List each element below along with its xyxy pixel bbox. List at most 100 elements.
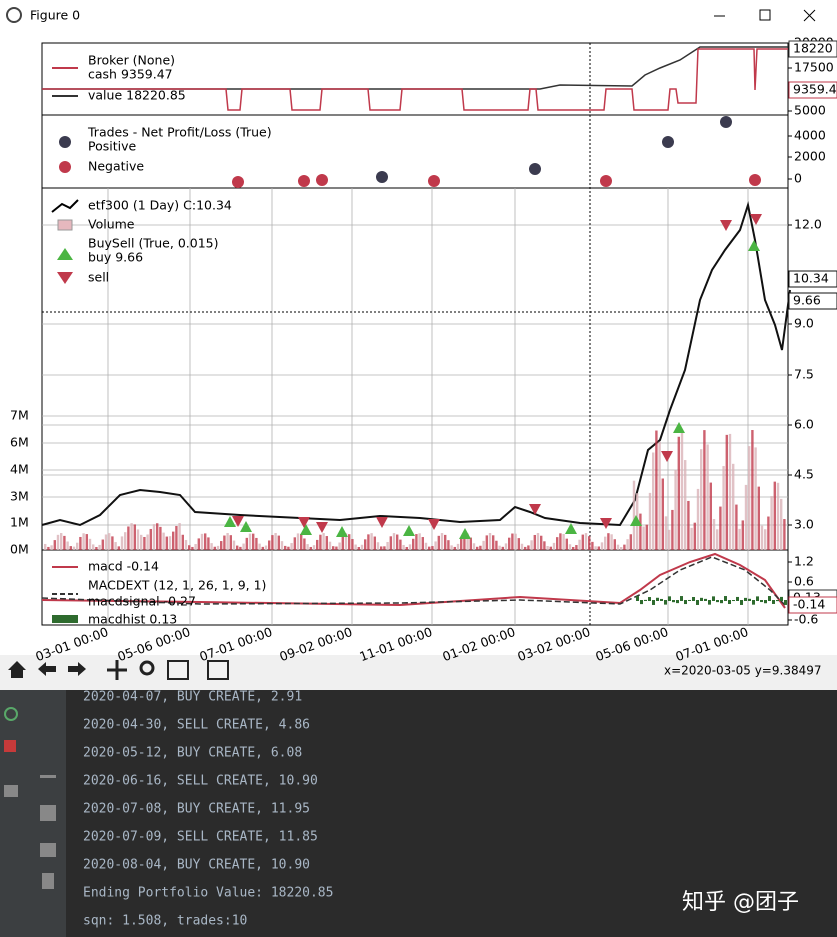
watermark: 知乎 @团子 xyxy=(682,890,799,915)
volume-bar xyxy=(303,538,306,550)
volume-bar xyxy=(159,526,162,550)
macd-hist xyxy=(760,600,763,603)
volume-bar xyxy=(770,496,773,550)
volume-bar xyxy=(386,541,389,550)
volume-bar xyxy=(383,546,386,550)
volume-bar xyxy=(194,544,197,550)
macd-hist xyxy=(676,600,679,604)
right-tick-label: 1.2 xyxy=(794,554,814,569)
volume-bar xyxy=(213,546,216,550)
volume-bar xyxy=(565,538,568,550)
volume-bar xyxy=(191,546,194,550)
legend-label: etf300 (1 Day) C:10.34 xyxy=(88,198,232,213)
volume-bar xyxy=(719,506,722,550)
volume-bar xyxy=(613,539,616,550)
console-line: 2020-07-08, BUY CREATE, 11.95 xyxy=(83,802,310,817)
volume-bar xyxy=(98,544,101,550)
macd-hist xyxy=(652,600,655,605)
value-flag-label: 10.34 xyxy=(793,271,829,286)
volume-bar xyxy=(117,546,120,550)
volume-tick-label: 1M xyxy=(10,515,29,530)
volume-bar xyxy=(757,486,760,550)
maximize[interactable] xyxy=(759,9,771,21)
volume-bar xyxy=(130,523,133,550)
volume-bar xyxy=(271,535,274,550)
volume-bar xyxy=(546,546,549,550)
volume-bar xyxy=(306,544,309,550)
legend-label: Broker (None) xyxy=(88,53,175,68)
sell-marker xyxy=(661,451,673,462)
volume-bar xyxy=(485,535,488,550)
volume-bar xyxy=(376,542,380,550)
volume-bar xyxy=(120,536,124,550)
right-tick-label: -0.6 xyxy=(794,612,818,627)
volume-bar xyxy=(370,533,373,550)
volume-bar xyxy=(258,543,261,550)
profit-dot xyxy=(529,163,541,175)
macd-hist xyxy=(752,600,755,605)
close[interactable] xyxy=(803,9,816,22)
trade-markers xyxy=(224,116,762,539)
volume-bar xyxy=(232,540,236,550)
volume-bar xyxy=(562,533,565,550)
volume-bar xyxy=(536,533,540,550)
right-tick-label: 4.5 xyxy=(794,467,814,482)
right-tick-label: 0 xyxy=(794,171,802,186)
macd-hist xyxy=(688,599,691,601)
volume-bar xyxy=(588,536,591,550)
volume-bar xyxy=(591,541,594,550)
volume-bar xyxy=(671,509,674,550)
volume-bar xyxy=(767,516,770,550)
volume-bar xyxy=(63,535,66,550)
sell-marker xyxy=(428,519,440,530)
volume-bar xyxy=(319,534,322,550)
volume-bar xyxy=(399,539,402,550)
volume-bar xyxy=(424,542,428,550)
volume-bar xyxy=(684,460,687,550)
volume-bar xyxy=(556,537,559,550)
volume-bar xyxy=(172,531,175,550)
macd-hist xyxy=(768,596,771,601)
volume-bar xyxy=(751,430,754,550)
volume-bar xyxy=(149,528,152,550)
legend-label: Volume xyxy=(88,217,135,232)
volume-bar xyxy=(274,533,277,550)
console-tools[interactable] xyxy=(4,707,56,889)
legend-label: value 18220.85 xyxy=(88,88,186,103)
profit-dot xyxy=(376,171,388,183)
volume-bar xyxy=(527,545,530,550)
volume-bar xyxy=(764,529,767,550)
legend-key xyxy=(57,272,73,284)
volume-bar xyxy=(229,535,232,550)
buy-marker xyxy=(403,525,415,536)
volume-bar xyxy=(223,535,226,550)
volume-bar xyxy=(703,430,706,550)
volume-bar xyxy=(392,533,396,550)
volume-bar xyxy=(706,444,709,550)
profit-dot xyxy=(720,116,732,128)
macd-hist xyxy=(780,596,783,601)
volume-bar xyxy=(693,522,696,550)
volume-bar xyxy=(79,536,82,550)
right-tick-label: 5000 xyxy=(794,103,826,118)
volume-bar xyxy=(204,533,207,550)
volume-bar xyxy=(760,525,764,550)
volume-bar xyxy=(239,546,242,550)
volume-bar xyxy=(325,536,328,550)
buy-marker xyxy=(224,516,236,527)
volume-bar xyxy=(415,534,418,550)
volume-bar xyxy=(421,537,424,550)
legend-label: Trades - Net Profit/Loss (True) xyxy=(87,125,272,140)
console-line: 2020-06-16, SELL CREATE, 10.90 xyxy=(83,774,318,789)
toolbar-buttons[interactable] xyxy=(8,660,229,680)
volume-bar xyxy=(322,533,325,550)
volume-bar xyxy=(437,535,440,550)
volume-bar xyxy=(620,546,623,550)
legend-label: macdsignal -0.27 xyxy=(88,594,196,609)
volume-bar xyxy=(252,533,255,550)
macd-hist xyxy=(728,600,731,605)
macd-hist xyxy=(708,600,711,605)
volume-bar xyxy=(549,546,552,550)
